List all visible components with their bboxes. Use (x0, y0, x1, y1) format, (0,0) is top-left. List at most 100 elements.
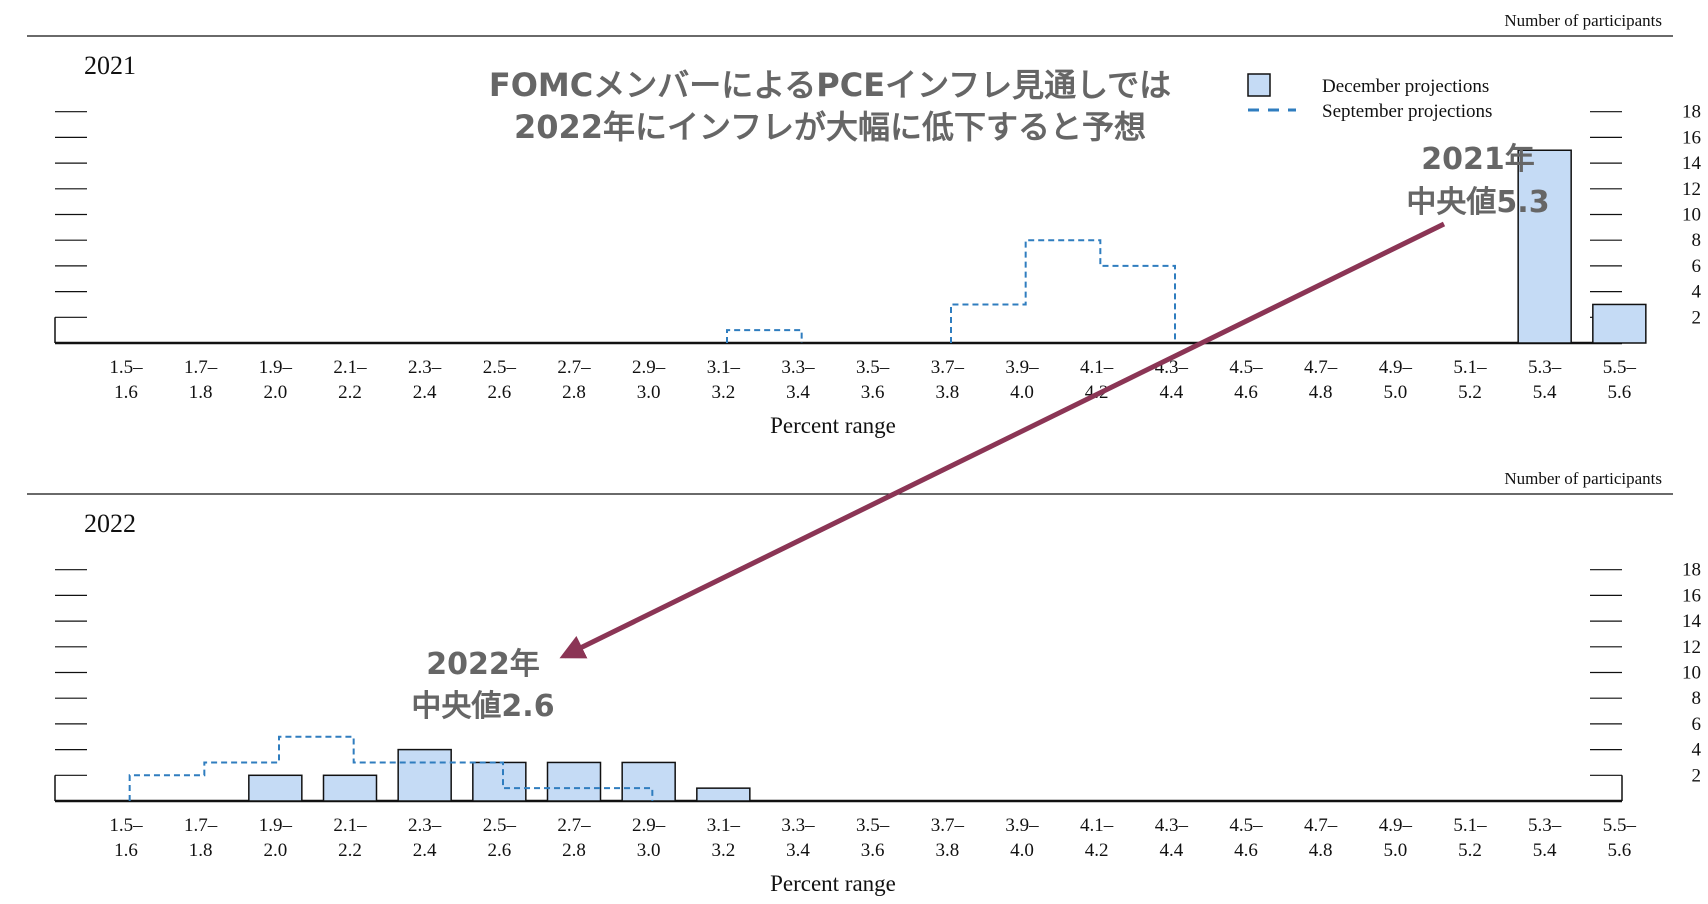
x-tick-label-bottom: 1.6 (114, 840, 138, 861)
x-tick-label-top: 2.3– (408, 357, 442, 378)
x-tick-label-top: 4.5– (1229, 357, 1263, 378)
y-tick-label: 16 (1682, 585, 1701, 606)
x-tick-label-bottom: 1.8 (189, 840, 213, 861)
y-axis-title: Number of participants (1504, 469, 1662, 488)
y-tick-label: 16 (1682, 127, 1701, 148)
x-tick-label-top: 3.9– (1005, 815, 1039, 836)
y-axis-title: Number of participants (1504, 11, 1662, 30)
x-tick-label-bottom: 3.4 (786, 382, 810, 403)
x-tick-label-top: 2.5– (483, 357, 517, 378)
headline-line2: 2022年にインフレが大幅に低下すると予想 (514, 108, 1146, 146)
bar-december (621, 761, 676, 802)
x-tick-label-top: 4.7– (1304, 815, 1338, 836)
x-tick-label-bottom: 3.6 (861, 382, 885, 403)
bar-december (696, 787, 751, 802)
x-tick-label-bottom: 3.0 (637, 840, 661, 861)
x-tick-label-top: 1.7– (184, 815, 218, 836)
x-tick-label-bottom: 4.8 (1309, 382, 1333, 403)
y-tick-label: 14 (1682, 153, 1702, 174)
panel-title: 2021 (84, 51, 136, 80)
x-tick-label-top: 3.3– (781, 357, 815, 378)
x-tick-label-bottom: 3.6 (861, 840, 885, 861)
bar-december (248, 774, 303, 802)
x-tick-label-top: 1.5– (109, 357, 143, 378)
bar-december (472, 761, 527, 802)
bar-december (1592, 303, 1647, 344)
x-tick-label-bottom: 4.4 (1159, 840, 1183, 861)
x-tick-label-top: 1.9– (259, 815, 293, 836)
x-tick-label-bottom: 2.0 (263, 840, 287, 861)
x-tick-label-bottom: 4.0 (1010, 382, 1034, 403)
bar-december (322, 774, 378, 802)
x-tick-label-top: 2.7– (557, 357, 591, 378)
median-2021-year: 2021年 (1421, 142, 1535, 177)
y-tick-label: 2 (1692, 307, 1702, 328)
x-tick-label-top: 4.9– (1379, 815, 1413, 836)
y-tick-label: 12 (1682, 637, 1701, 658)
y-tick-label: 10 (1682, 205, 1701, 226)
y-tick-label: 2 (1692, 765, 1702, 786)
x-tick-label-bottom: 2.6 (487, 840, 511, 861)
panel-2021: Number of participants 2021 2 4 6 8 10 12 14 16 18… (27, 11, 1702, 438)
x-tick-label-top: 5.5– (1603, 815, 1637, 836)
x-tick-label-top: 5.5– (1603, 357, 1637, 378)
x-tick-label-top: 3.5– (856, 815, 890, 836)
y-tick-label: 4 (1692, 282, 1702, 303)
x-tick-label-top: 2.3– (408, 815, 442, 836)
bar-december (1517, 149, 1572, 344)
x-tick-label-top: 3.5– (856, 357, 890, 378)
panel-title: 2022 (84, 509, 136, 538)
x-tick-label-bottom: 5.2 (1458, 840, 1482, 861)
x-tick-label-top: 3.1– (707, 815, 741, 836)
y-tick-label: 12 (1682, 179, 1701, 200)
y-tick-label: 14 (1682, 611, 1702, 632)
x-tick-label-bottom: 4.0 (1010, 840, 1034, 861)
panel-2022: Number of participants 2022 2 4 6 8 10 12 14 16 18… (27, 469, 1702, 896)
x-tick-label-top: 2.1– (333, 815, 367, 836)
x-tick-label-bottom: 5.0 (1383, 840, 1407, 861)
x-tick-label-top: 1.5– (109, 815, 143, 836)
legend-december-label: December projections (1322, 76, 1489, 97)
x-tick-label-bottom: 5.0 (1383, 382, 1407, 403)
x-tick-label-top: 3.3– (781, 815, 815, 836)
x-tick-label-bottom: 3.2 (711, 382, 735, 403)
bar-december (397, 748, 452, 802)
median-2022-value: 中央値2.6 (411, 689, 554, 724)
x-tick-label-bottom: 5.4 (1533, 840, 1557, 861)
x-tick-label-top: 2.9– (632, 357, 666, 378)
x-tick-label-top: 5.3– (1528, 815, 1562, 836)
headline-line1: FOMCメンバーによるPCEインフレ見通しでは (489, 66, 1171, 104)
x-tick-label-bottom: 4.2 (1085, 840, 1109, 861)
x-tick-label-top: 3.7– (931, 815, 965, 836)
x-tick-label-bottom: 2.4 (413, 840, 437, 861)
x-tick-label-bottom: 2.8 (562, 382, 586, 403)
x-tick-label-top: 4.1– (1080, 815, 1114, 836)
x-tick-label-bottom: 2.6 (487, 382, 511, 403)
x-tick-label-bottom: 1.8 (189, 382, 213, 403)
x-tick-label-top: 5.3– (1528, 357, 1562, 378)
x-tick-label-top: 4.1– (1080, 357, 1114, 378)
y-tick-label: 4 (1692, 740, 1702, 761)
x-tick-label-bottom: 2.2 (338, 840, 362, 861)
x-tick-label-bottom: 5.6 (1607, 840, 1631, 861)
y-tick-label: 8 (1692, 688, 1702, 709)
bar-december (546, 761, 602, 802)
x-tick-label-top: 3.7– (931, 357, 965, 378)
x-tick-label-bottom: 3.0 (637, 382, 661, 403)
x-tick-label-bottom: 4.4 (1159, 382, 1183, 403)
x-tick-label-top: 5.1– (1453, 815, 1487, 836)
x-tick-label-bottom: 2.2 (338, 382, 362, 403)
x-tick-label-bottom: 2.8 (562, 840, 586, 861)
x-tick-label-bottom: 4.8 (1309, 840, 1333, 861)
x-tick-label-top: 2.5– (483, 815, 517, 836)
x-tick-label-top: 5.1– (1453, 357, 1487, 378)
median-2021-value: 中央値5.3 (1406, 185, 1549, 220)
x-tick-label-top: 2.7– (557, 815, 591, 836)
y-tick-label: 18 (1682, 560, 1701, 581)
x-tick-label-top: 2.1– (333, 357, 367, 378)
x-tick-label-bottom: 2.0 (263, 382, 287, 403)
median-2022-year: 2022年 (426, 647, 540, 682)
y-tick-label: 18 (1682, 102, 1701, 123)
y-tick-label: 8 (1692, 230, 1702, 251)
